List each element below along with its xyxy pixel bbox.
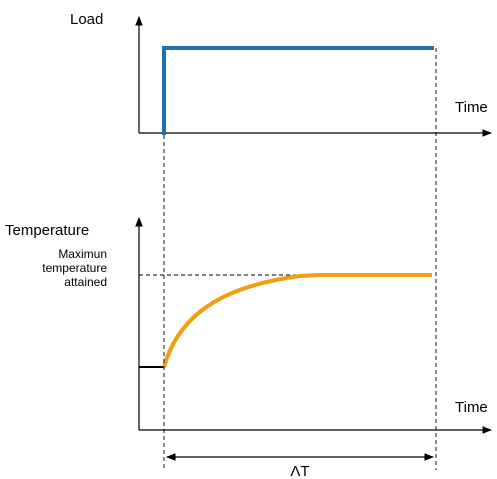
interval-label: ΛT: [290, 463, 309, 479]
load-chart: Load Time: [70, 11, 491, 135]
max-temperature-annotation: Maximun temperature attained: [42, 247, 107, 289]
load-x-label: Time: [455, 99, 488, 116]
annotation-line-2: temperature: [42, 261, 107, 275]
load-y-label: Load: [70, 11, 103, 28]
load-step-line: [164, 48, 434, 135]
temperature-x-label: Time: [455, 399, 488, 416]
temperature-y-label: Temperature: [5, 222, 89, 239]
temperature-rise-curve: [164, 275, 432, 367]
annotation-line-3: attained: [64, 275, 107, 289]
interval-indicator: ΛT: [167, 457, 433, 479]
annotation-line-1: Maximun: [58, 247, 107, 261]
temperature-chart: Temperature Time Maximun temperature att…: [5, 218, 491, 430]
